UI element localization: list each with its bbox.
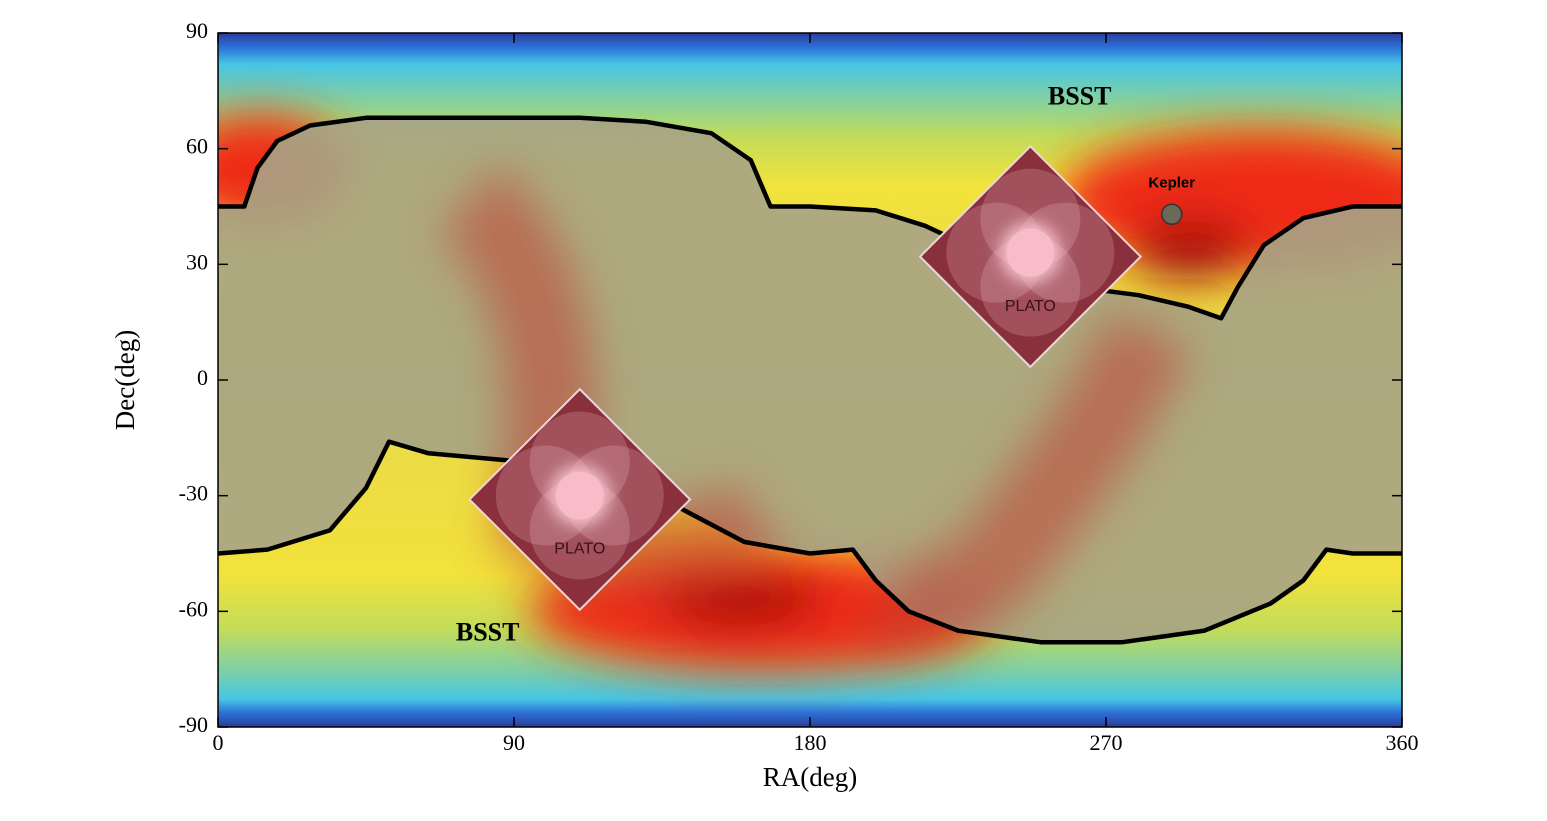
y-tick-label: 30 [186,249,208,274]
plato-label: PLATO [554,541,605,558]
x-tick-label: 360 [1386,730,1419,755]
annotation: BSST [1048,82,1112,111]
y-tick-label: -90 [179,712,208,737]
plato-core-inner [556,472,604,520]
plato-core-inner [1006,229,1054,277]
plato-label: PLATO [1005,298,1056,315]
y-tick-label: 0 [197,365,208,390]
y-tick-label: 90 [186,18,208,43]
y-tick-label: 60 [186,134,208,159]
y-tick-label: -30 [179,481,208,506]
annotation: Kepler [1148,174,1195,191]
x-tick-label: 180 [794,730,827,755]
sky-map [170,33,1460,727]
chart: PLATO PLATO BSST BSST Kepler 0 90 180 270 360 -90… [0,0,1547,821]
y-tick-label: -60 [179,596,208,621]
x-tick-label: 0 [213,730,224,755]
annotation: BSST [456,617,520,646]
kepler-field [1162,204,1182,224]
x-tick-label: 90 [503,730,525,755]
x-tick-label: 270 [1090,730,1123,755]
y-axis-label: Dec(deg) [110,330,140,430]
x-axis-label: RA(deg) [763,762,857,792]
